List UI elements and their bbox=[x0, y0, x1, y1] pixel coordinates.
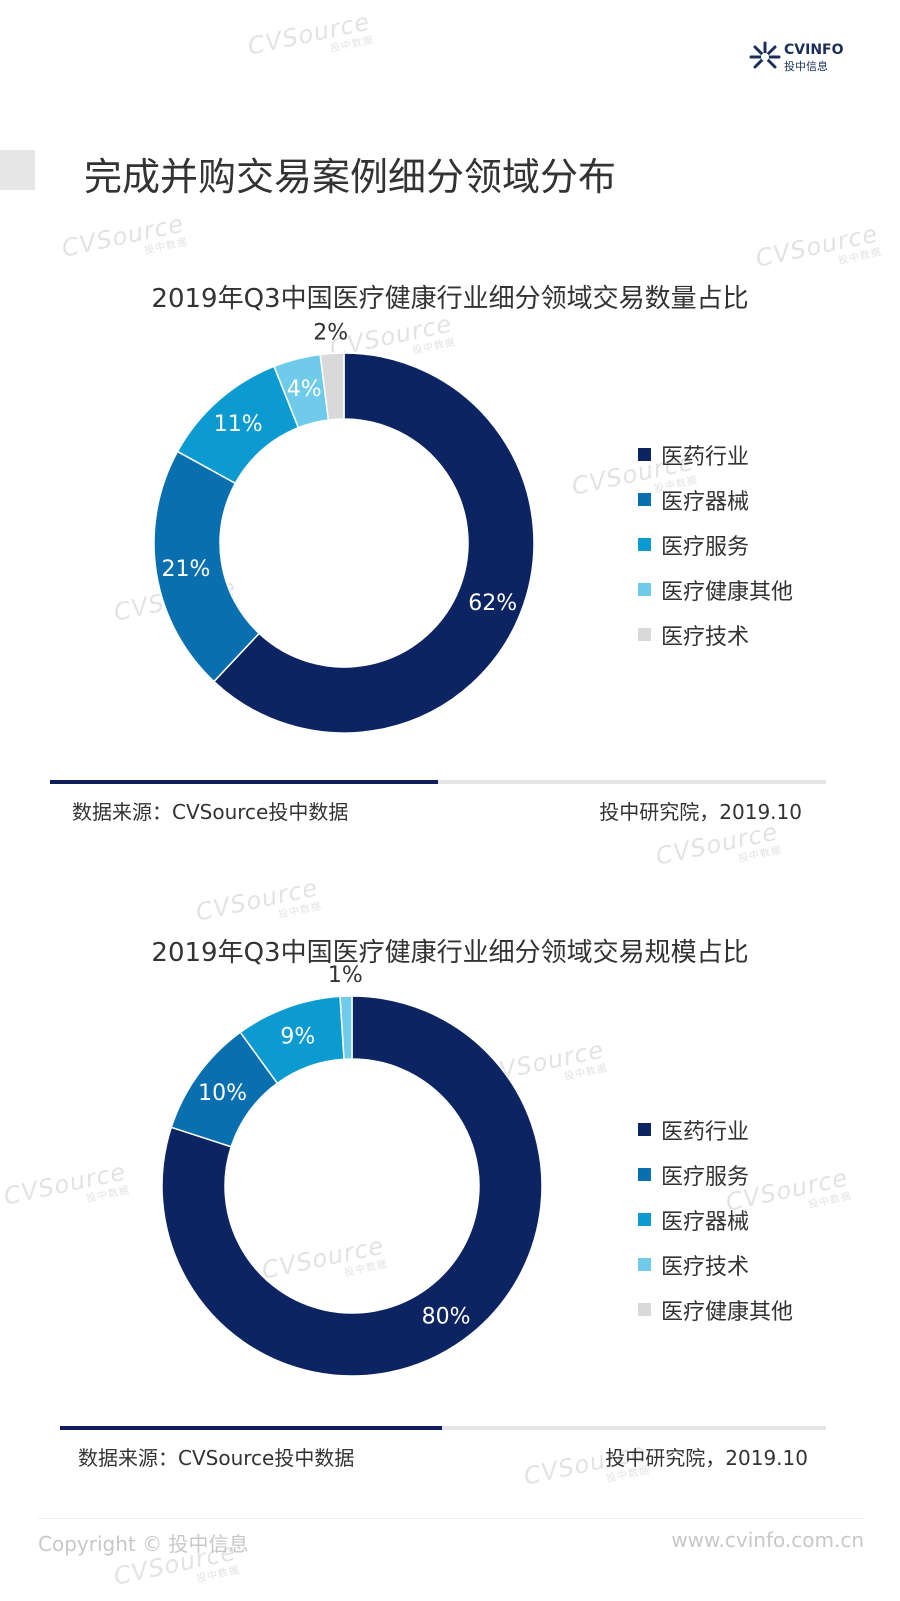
legend-item-3: 医疗服务 bbox=[638, 522, 793, 567]
chart-2-divider bbox=[60, 1426, 826, 1430]
chart-2-legend: 医药行业医疗服务医疗器械医疗技术医疗健康其他 bbox=[638, 1107, 793, 1332]
donut-label-3: 11% bbox=[214, 412, 263, 437]
chart-2-title: 2019年Q3中国医疗健康行业细分领域交易规模占比 bbox=[151, 938, 749, 968]
legend-item-5: 医疗技术 bbox=[638, 612, 793, 657]
legend-item-1: 医药行业 bbox=[638, 1107, 793, 1152]
legend-label: 医疗服务 bbox=[661, 1164, 750, 1190]
chart-2-donut: 80% 10% 9% 1% bbox=[161, 963, 543, 1377]
legend-swatch bbox=[638, 1168, 651, 1181]
legend-item-4: 医疗健康其他 bbox=[638, 567, 793, 612]
title-accent-bar bbox=[0, 150, 35, 190]
cvinfo-logo: CVINFO 投中信息 bbox=[748, 40, 858, 76]
legend-label: 医疗技术 bbox=[661, 1254, 750, 1280]
legend-swatch bbox=[638, 448, 651, 461]
chart-1-title: 2019年Q3中国医疗健康行业细分领域交易数量占比 bbox=[151, 284, 749, 314]
donut-slice-1 bbox=[212, 352, 535, 734]
chart-1-credit: 投中研究院，2019.10 bbox=[599, 800, 802, 824]
chart-2-source: 数据来源：CVSource投中数据 bbox=[78, 1446, 355, 1470]
donut-slice-5 bbox=[319, 352, 345, 421]
donut-label-5: 2% bbox=[313, 320, 348, 345]
legend-label: 医疗技术 bbox=[661, 624, 750, 650]
chart-1-donut: 62% 21% 11% 4% 2% bbox=[153, 320, 535, 734]
chart-1-divider bbox=[50, 780, 826, 784]
page-title: 完成并购交易案例细分领域分布 bbox=[84, 155, 617, 199]
donut-label-4: 1% bbox=[328, 963, 363, 988]
legend-label: 医药行业 bbox=[661, 444, 750, 470]
copyright-text: Copyright © 投中信息 bbox=[38, 1532, 249, 1556]
legend-label: 医疗健康其他 bbox=[661, 1299, 794, 1325]
legend-swatch bbox=[638, 628, 651, 641]
logo-name: CVINFO bbox=[784, 42, 844, 58]
legend-label: 医疗器械 bbox=[661, 1209, 750, 1235]
legend-label: 医疗服务 bbox=[661, 534, 750, 560]
legend-item-1: 医药行业 bbox=[638, 432, 793, 477]
legend-swatch bbox=[638, 493, 651, 506]
donut-label-2: 21% bbox=[162, 557, 211, 582]
donut-label-1: 80% bbox=[422, 1304, 471, 1329]
legend-label: 医药行业 bbox=[661, 1119, 750, 1145]
chart-1-legend: 医药行业医疗器械医疗服务医疗健康其他 医疗技术 bbox=[638, 432, 793, 657]
footer-divider bbox=[38, 1518, 864, 1519]
legend-swatch bbox=[638, 583, 651, 596]
legend-swatch bbox=[638, 538, 651, 551]
legend-item-5: 医疗健康其他 bbox=[638, 1287, 793, 1332]
chart-2-credit: 投中研究院，2019.10 bbox=[605, 1446, 808, 1470]
donut-label-4: 4% bbox=[287, 377, 322, 402]
logo-burst-icon bbox=[749, 41, 781, 69]
donut-label-2: 10% bbox=[198, 1081, 247, 1106]
legend-item-2: 医疗服务 bbox=[638, 1152, 793, 1197]
legend-item-2: 医疗器械 bbox=[638, 477, 793, 522]
donut-label-1: 62% bbox=[468, 591, 517, 616]
legend-item-4: 医疗技术 bbox=[638, 1242, 793, 1287]
chart-1-source: 数据来源：CVSource投中数据 bbox=[72, 800, 349, 824]
legend-swatch bbox=[638, 1303, 651, 1316]
legend-item-3: 医疗器械 bbox=[638, 1197, 793, 1242]
footer-url[interactable]: www.cvinfo.com.cn bbox=[671, 1528, 864, 1552]
legend-swatch bbox=[638, 1213, 651, 1226]
legend-label: 医疗器械 bbox=[661, 489, 750, 515]
legend-swatch bbox=[638, 1258, 651, 1271]
logo-cn: 投中信息 bbox=[784, 60, 828, 73]
donut-slice-1 bbox=[161, 995, 543, 1377]
donut-slice-4 bbox=[339, 995, 353, 1061]
donut-label-3: 9% bbox=[280, 1024, 315, 1049]
legend-label: 医疗健康其他 bbox=[661, 579, 794, 605]
legend-swatch bbox=[638, 1123, 651, 1136]
